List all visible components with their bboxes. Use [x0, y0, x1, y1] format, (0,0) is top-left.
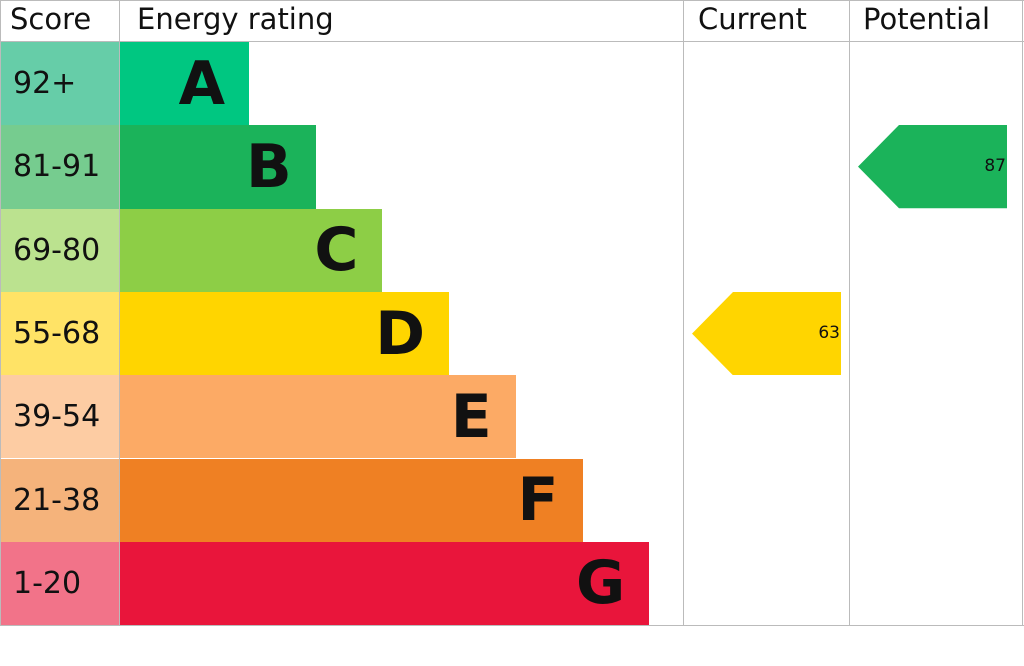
current-value: 63 — [818, 322, 840, 343]
score-range-f: 21-38 — [0, 458, 119, 542]
grid-line — [0, 625, 1024, 626]
score-range-d: 55-68 — [0, 291, 119, 376]
grid-line — [1022, 0, 1023, 626]
grid-line — [0, 0, 1024, 1]
grid-line — [0, 0, 1, 626]
current-arrow-shape — [692, 291, 841, 376]
header-energy-rating: Energy rating — [137, 2, 334, 36]
score-range-e: 39-54 — [0, 375, 119, 459]
rating-bar-e: E — [120, 375, 516, 459]
grid-line — [119, 0, 120, 626]
rating-bar-a: A — [120, 42, 249, 126]
grid-line — [0, 41, 1024, 42]
score-range-c: 69-80 — [0, 208, 119, 292]
current-arrow — [692, 291, 841, 376]
rating-bar-d: D — [120, 291, 450, 376]
rating-bar-c: C — [120, 208, 383, 292]
grid-line — [683, 0, 684, 626]
rating-bar-g: G — [120, 541, 650, 626]
grid-line — [849, 0, 850, 626]
potential-value: 87 — [984, 155, 1006, 176]
potential-arrow — [858, 125, 1007, 209]
score-range-a: 92+ — [0, 42, 119, 126]
score-range-g: 1-20 — [0, 541, 119, 626]
header-potential: Potential — [863, 2, 991, 36]
header-score: Score — [10, 2, 92, 36]
score-range-b: 81-91 — [0, 125, 119, 209]
header-current: Current — [698, 2, 807, 36]
potential-arrow-shape — [858, 125, 1007, 209]
rating-bar-f: F — [120, 458, 583, 542]
rating-bar-b: B — [120, 125, 316, 209]
